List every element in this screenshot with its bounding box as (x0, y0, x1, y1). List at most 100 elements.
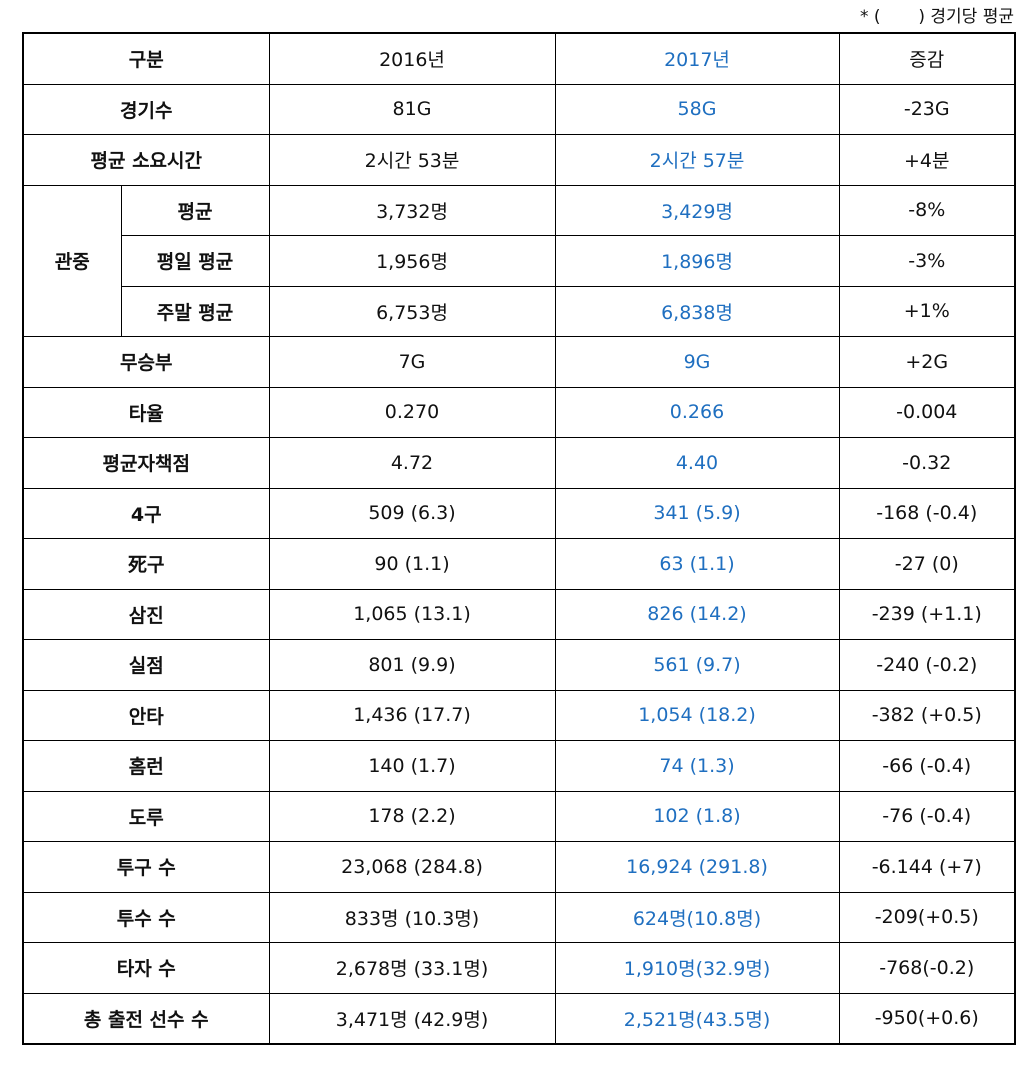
value-diff: -23G (838, 83, 1016, 135)
header-diff: 증감 (838, 32, 1016, 85)
value-2017: 58G (554, 83, 840, 135)
value-2016: 2시간 53분 (268, 134, 556, 186)
header-row: 구분 2016년 2017년 증감 (22, 32, 1016, 85)
table-body: 구분 2016년 2017년 증감 경기수 81G 58G -23G 평균 소요… (22, 32, 1016, 1045)
value-2016: 4.72 (268, 437, 556, 489)
row-label: 도루 (22, 790, 270, 842)
value-2016: 1,956명 (268, 235, 556, 287)
table-row: 주말 평균 6,753명 6,838명 +1% (23, 285, 1016, 337)
row-label: 홈런 (22, 740, 270, 792)
value-2017: 16,924 (291.8) (554, 841, 840, 893)
row-label: 평균 소요시간 (22, 134, 270, 186)
value-2016: 81G (268, 83, 556, 135)
value-2017: 63 (1.1) (554, 538, 840, 590)
value-diff: -76 (-0.4) (838, 790, 1016, 842)
row-label: 평균자책점 (22, 437, 270, 489)
value-2016: 6,753명 (268, 285, 556, 337)
table-row: 삼진 1,065 (13.1) 826 (14.2) -239 (+1.1) (22, 588, 1016, 640)
value-2016: 833명 (10.3명) (268, 891, 556, 943)
value-diff: -6.144 (+7) (838, 841, 1016, 893)
value-2017: 9G (554, 336, 840, 388)
per-game-average-note: * ( ) 경기당 평균 (859, 7, 1014, 27)
value-2017: 4.40 (554, 437, 840, 489)
value-2017: 3,429명 (554, 184, 840, 236)
value-diff: -0.32 (838, 437, 1016, 489)
value-2017: 0.266 (554, 386, 840, 438)
row-label: 4구 (22, 487, 270, 539)
table-row: 총 출전 선수 수 3,471명 (42.9명) 2,521명(43.5명) -950… (22, 992, 1016, 1045)
value-diff: -0.004 (838, 386, 1016, 438)
table-row: 타자 수 2,678명 (33.1명) 1,910명(32.9명) -768(-0.2… (22, 942, 1016, 994)
value-diff: -27 (0) (838, 538, 1016, 590)
header-category: 구분 (22, 32, 270, 85)
row-label: 투구 수 (22, 841, 270, 893)
value-2016: 0.270 (268, 386, 556, 438)
value-diff: -3% (838, 235, 1016, 287)
value-2016: 509 (6.3) (268, 487, 556, 539)
row-label: 안타 (22, 689, 270, 741)
value-2017: 2,521명(43.5명) (554, 992, 840, 1045)
row-label: 삼진 (22, 588, 270, 640)
table-row: 4구 509 (6.3) 341 (5.9) -168 (-0.4) (22, 487, 1016, 539)
table-row: 도루 178 (2.2) 102 (1.8) -76 (-0.4) (22, 790, 1016, 842)
value-diff: +2G (838, 336, 1016, 388)
row-label: 타율 (22, 386, 270, 438)
row-label: 총 출전 선수 수 (22, 992, 270, 1045)
attendance-group-label: 관중 (22, 184, 122, 337)
value-2017: 1,896명 (554, 235, 840, 287)
value-diff: -66 (-0.4) (838, 740, 1016, 792)
row-label: 평일 평균 (120, 235, 270, 287)
value-2017: 2시간 57분 (554, 134, 840, 186)
table-row: 실점 801 (9.9) 561 (9.7) -240 (-0.2) (22, 639, 1016, 691)
value-2017: 624명(10.8명) (554, 891, 840, 943)
value-2016: 3,471명 (42.9명) (268, 992, 556, 1045)
table-row: 평일 평균 1,956명 1,896명 -3% (23, 235, 1016, 287)
value-2016: 7G (268, 336, 556, 388)
row-label: 주말 평균 (120, 285, 270, 337)
row-label: 평균 (120, 184, 270, 236)
table-row: 평균자책점 4.72 4.40 -0.32 (22, 437, 1016, 489)
table-row: 타율 0.270 0.266 -0.004 (22, 386, 1016, 438)
row-label: 타자 수 (22, 942, 270, 994)
value-2016: 3,732명 (268, 184, 556, 236)
row-label: 무승부 (22, 336, 270, 388)
table-row: 안타 1,436 (17.7) 1,054 (18.2) -382 (+0.5) (22, 689, 1016, 741)
value-diff: -168 (-0.4) (838, 487, 1016, 539)
table-row: 평균 소요시간 2시간 53분 2시간 57분 +4분 (22, 134, 1016, 186)
value-diff: -8% (838, 184, 1016, 236)
table-row: 홈런 140 (1.7) 74 (1.3) -66 (-0.4) (22, 740, 1016, 792)
value-2016: 1,065 (13.1) (268, 588, 556, 640)
value-diff: -950(+0.6) (838, 992, 1016, 1045)
value-2017: 1,054 (18.2) (554, 689, 840, 741)
value-2017: 1,910명(32.9명) (554, 942, 840, 994)
value-2017: 74 (1.3) (554, 740, 840, 792)
value-2017: 6,838명 (554, 285, 840, 337)
value-diff: +4분 (838, 134, 1016, 186)
value-2016: 140 (1.7) (268, 740, 556, 792)
value-2016: 1,436 (17.7) (268, 689, 556, 741)
value-diff: -768(-0.2) (838, 942, 1016, 994)
value-diff: -239 (+1.1) (838, 588, 1016, 640)
value-2016: 23,068 (284.8) (268, 841, 556, 893)
value-2017: 102 (1.8) (554, 790, 840, 842)
row-label: 실점 (22, 639, 270, 691)
row-label: 경기수 (22, 83, 270, 135)
value-2017: 561 (9.7) (554, 639, 840, 691)
value-2016: 801 (9.9) (268, 639, 556, 691)
value-diff: -240 (-0.2) (838, 639, 1016, 691)
value-diff: -382 (+0.5) (838, 689, 1016, 741)
row-label: 투수 수 (22, 891, 270, 943)
table-row: 死구 90 (1.1) 63 (1.1) -27 (0) (22, 538, 1016, 590)
value-2017: 826 (14.2) (554, 588, 840, 640)
table-row: 관중 평균 3,732명 3,429명 -8% (22, 184, 1016, 337)
row-label: 死구 (22, 538, 270, 590)
table-row: 투수 수 833명 (10.3명) 624명(10.8명) -209(+0.5) (22, 891, 1016, 943)
table-row: 경기수 81G 58G -23G (22, 83, 1016, 135)
table-row: 투구 수 23,068 (284.8) 16,924 (291.8) -6.144 (… (22, 841, 1016, 893)
value-2016: 90 (1.1) (268, 538, 556, 590)
value-diff: -209(+0.5) (838, 891, 1016, 943)
value-2016: 2,678명 (33.1명) (268, 942, 556, 994)
value-2016: 178 (2.2) (268, 790, 556, 842)
value-2017: 341 (5.9) (554, 487, 840, 539)
table-row: 무승부 7G 9G +2G (22, 336, 1016, 388)
